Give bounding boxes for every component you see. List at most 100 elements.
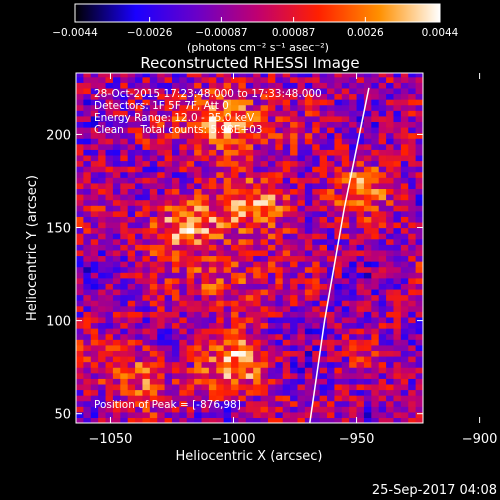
heatmap-cell xyxy=(267,389,276,396)
heatmap-cell xyxy=(105,400,114,407)
heatmap-cell xyxy=(231,350,240,357)
heatmap-cell xyxy=(371,261,380,268)
heatmap-cell xyxy=(415,400,423,407)
heatmap-cell xyxy=(363,110,372,117)
heatmap-cell xyxy=(393,272,402,279)
heatmap-cell xyxy=(334,339,343,346)
heatmap-cell xyxy=(149,333,158,340)
heatmap-cell xyxy=(378,210,387,217)
heatmap-cell xyxy=(356,115,365,123)
heatmap-cell xyxy=(363,182,372,190)
heatmap-cell xyxy=(319,288,328,296)
heatmap-cell xyxy=(164,305,173,312)
heatmap-cell xyxy=(415,221,423,229)
heatmap-cell xyxy=(297,266,306,273)
heatmap-cell xyxy=(201,261,210,268)
heatmap-cell xyxy=(179,261,188,268)
heatmap-cell xyxy=(386,305,395,312)
heatmap-cell xyxy=(83,199,92,206)
heatmap-cell xyxy=(312,339,321,346)
heatmap-cell xyxy=(127,177,136,184)
heatmap-cell xyxy=(135,216,144,223)
heatmap-cell xyxy=(208,143,217,150)
heatmap-cell xyxy=(76,154,84,162)
heatmap-cell xyxy=(415,249,423,257)
heatmap-cell xyxy=(231,333,240,340)
heatmap-cell xyxy=(83,126,92,134)
heatmap-cell xyxy=(312,171,321,178)
heatmap-cell xyxy=(216,328,225,335)
heatmap-cell xyxy=(76,110,84,117)
heatmap-cell xyxy=(304,76,313,83)
heatmap-cell xyxy=(157,143,166,150)
heatmap-cell xyxy=(400,322,409,329)
heatmap-cell xyxy=(135,261,144,268)
heatmap-cell xyxy=(245,110,254,117)
heatmap-cell xyxy=(105,216,114,223)
heatmap-cell xyxy=(149,300,158,307)
heatmap-cell xyxy=(297,99,306,106)
heatmap-cell xyxy=(157,73,166,78)
heatmap-cell xyxy=(120,87,129,95)
heatmap-cell xyxy=(275,328,284,335)
heatmap-cell xyxy=(120,160,129,167)
heatmap-cell xyxy=(356,216,365,223)
heatmap-cell xyxy=(393,339,402,346)
heatmap-cell xyxy=(76,194,84,201)
heatmap-cell xyxy=(378,149,387,156)
heatmap-cell xyxy=(319,182,328,190)
heatmap-cell xyxy=(135,188,144,195)
heatmap-cell xyxy=(400,367,409,374)
heatmap-cell xyxy=(327,205,336,212)
heatmap-cell xyxy=(120,333,129,340)
heatmap-cell xyxy=(282,126,291,134)
heatmap-cell xyxy=(290,149,299,156)
heatmap-cell xyxy=(120,305,129,312)
heatmap-cell xyxy=(378,305,387,312)
heatmap-cell xyxy=(275,316,284,324)
heatmap-cell xyxy=(231,87,240,95)
heatmap-cell xyxy=(238,294,247,301)
heatmap-cell xyxy=(327,93,336,100)
heatmap-cell xyxy=(282,333,291,340)
heatmap-cell xyxy=(393,305,402,312)
heatmap-cell xyxy=(238,110,247,117)
heatmap-cell xyxy=(216,244,225,251)
heatmap-cell xyxy=(319,177,328,184)
heatmap-cell xyxy=(282,261,291,268)
heatmap-cell xyxy=(216,367,225,374)
heatmap-cell xyxy=(304,233,313,240)
heatmap-cell xyxy=(171,199,180,206)
heatmap-cell xyxy=(290,171,299,178)
heatmap-cell xyxy=(253,143,262,150)
heatmap-cell xyxy=(186,238,195,245)
heatmap-cell xyxy=(83,82,92,89)
heatmap-cell xyxy=(319,238,328,245)
heatmap-cell xyxy=(290,132,299,139)
heatmap-cell xyxy=(112,417,121,423)
heatmap-cell xyxy=(349,383,358,391)
heatmap-cell xyxy=(297,233,306,240)
heatmap-cell xyxy=(282,395,291,402)
heatmap-cell xyxy=(415,411,423,419)
heatmap-cell xyxy=(171,182,180,190)
heatmap-cell xyxy=(238,73,247,78)
heatmap-cell xyxy=(312,277,321,284)
heatmap-cell xyxy=(164,272,173,279)
heatmap-cell xyxy=(179,221,188,229)
heatmap-cell xyxy=(223,199,232,206)
heatmap-cell xyxy=(267,361,276,368)
heatmap-cell xyxy=(378,261,387,268)
heatmap-cell xyxy=(164,115,173,123)
heatmap-cell xyxy=(363,406,372,413)
heatmap-cell xyxy=(164,121,173,128)
heatmap-cell xyxy=(393,143,402,150)
heatmap-cell xyxy=(297,115,306,123)
heatmap-cell xyxy=(179,378,188,385)
heatmap-cell xyxy=(105,355,114,363)
heatmap-cell xyxy=(76,249,84,257)
heatmap-cell xyxy=(83,121,92,128)
heatmap-cell xyxy=(90,149,99,156)
heatmap-cell xyxy=(363,143,372,150)
heatmap-cell xyxy=(327,227,336,234)
